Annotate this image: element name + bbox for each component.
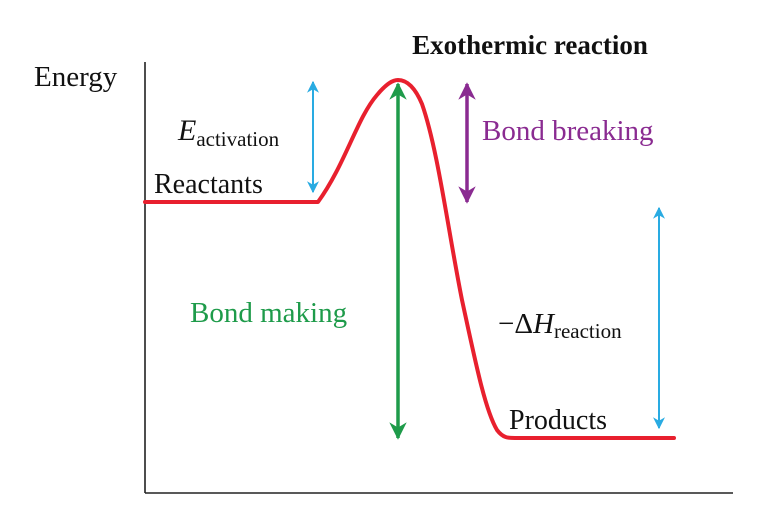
enthalpy-symbol: H [532, 308, 556, 340]
reactants-label: Reactants [154, 169, 263, 200]
energy-curve [143, 78, 676, 440]
bond-making-label: Bond making [190, 297, 347, 329]
enthalpy-subscript: reaction [554, 319, 622, 343]
products-label: Products [509, 405, 607, 436]
activation-symbol: E [177, 114, 196, 147]
enthalpy-prefix: −Δ [498, 308, 533, 340]
bond-breaking-label: Bond breaking [482, 115, 654, 147]
y-axis-label: Energy [34, 61, 118, 93]
activation-subscript: activation [196, 127, 279, 151]
activation-energy-label: Eactivation [177, 114, 280, 151]
diagram-title: Exothermic reaction [412, 30, 648, 60]
enthalpy-label: −ΔHreaction [498, 308, 622, 343]
